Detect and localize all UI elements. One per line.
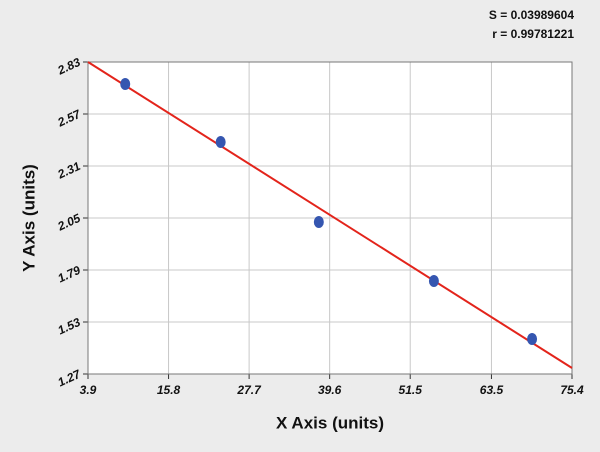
x-tick-label: 27.7: [236, 383, 262, 397]
x-tick-label: 75.4: [560, 383, 584, 397]
data-point: [527, 333, 538, 345]
x-tick-label: 63.5: [480, 383, 504, 397]
x-axis-title: X Axis (units): [276, 413, 384, 432]
fit-line: [87, 61, 573, 369]
annotation: S = 0.03989604: [489, 8, 574, 22]
data-point: [120, 78, 131, 90]
x-tick-label: 3.9: [80, 383, 97, 397]
x-tick-label: 39.6: [318, 383, 342, 397]
data-point: [215, 136, 226, 148]
x-tick-label: 15.8: [157, 383, 181, 397]
y-axis-title: Y Axis (units): [19, 164, 38, 272]
x-tick-label: 51.5: [399, 383, 423, 397]
data-point: [313, 216, 324, 228]
data-point: [428, 275, 439, 287]
plot-frame: [87, 61, 573, 375]
annotation: r = 0.99781221: [492, 27, 574, 41]
